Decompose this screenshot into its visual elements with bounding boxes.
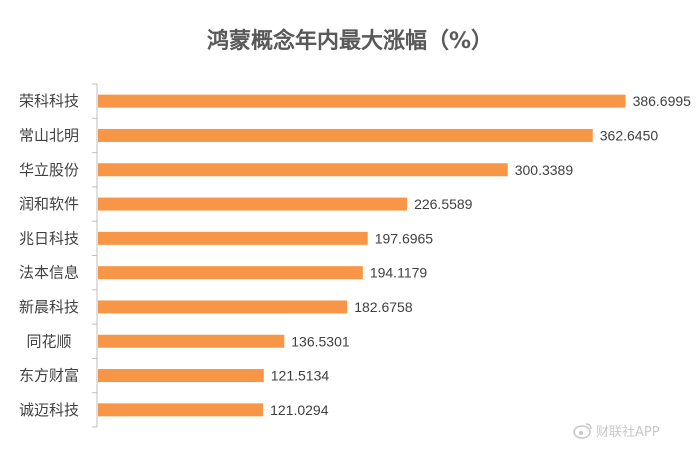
bar <box>98 231 368 245</box>
value-label: 197.6965 <box>375 230 434 246</box>
category-label: 荣科科技 <box>19 92 79 110</box>
bar <box>98 197 408 211</box>
category-label: 法本信息 <box>19 264 79 282</box>
category-label: 诚迈科技 <box>19 401 79 419</box>
value-label: 386.6995 <box>633 93 692 109</box>
value-label: 226.5589 <box>414 196 473 212</box>
chart-title: 鸿蒙概念年内最大涨幅（%） <box>207 28 493 54</box>
bar <box>98 369 264 383</box>
bar <box>98 334 285 348</box>
category-label: 华立股份 <box>19 161 79 179</box>
bar <box>98 163 508 177</box>
watermark: 财联社APP <box>573 423 660 440</box>
weibo-icon <box>573 423 592 439</box>
bar <box>98 403 264 417</box>
category-label: 同花顺 <box>26 332 71 350</box>
value-label: 300.3389 <box>515 162 574 178</box>
value-label: 121.0294 <box>270 402 329 418</box>
value-label: 194.1179 <box>370 265 428 281</box>
value-label: 362.6450 <box>600 127 659 143</box>
bar <box>98 128 593 142</box>
watermark-text: 财联社APP <box>596 424 660 440</box>
category-label: 兆日科技 <box>19 229 79 247</box>
bar <box>98 94 626 108</box>
bar <box>98 266 363 280</box>
value-label: 136.5301 <box>291 333 350 349</box>
value-label: 182.6758 <box>354 299 413 315</box>
category-label: 润和软件 <box>19 195 79 213</box>
category-label: 东方财富 <box>19 367 79 385</box>
category-label: 常山北明 <box>19 126 79 144</box>
value-label: 121.5134 <box>271 368 330 384</box>
category-label: 新晨科技 <box>19 298 79 316</box>
bar <box>98 300 348 314</box>
